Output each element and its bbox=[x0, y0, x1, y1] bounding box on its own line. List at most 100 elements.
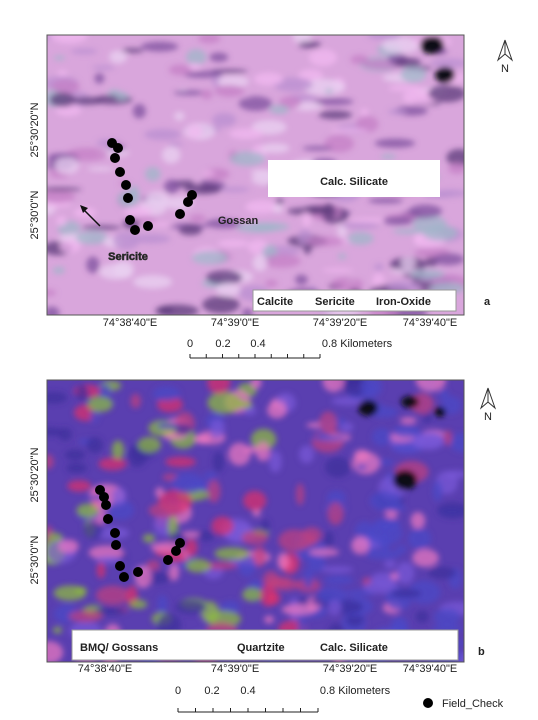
longitude-label: 74°39'20"E bbox=[313, 317, 367, 329]
texture-blob bbox=[168, 64, 192, 76]
panel-label: a bbox=[484, 296, 491, 308]
texture-blob bbox=[209, 69, 248, 74]
texture-blob bbox=[396, 561, 415, 584]
field-check-point bbox=[171, 546, 181, 556]
texture-blob bbox=[324, 88, 334, 94]
field-check-point bbox=[103, 514, 113, 524]
texture-blob bbox=[130, 233, 171, 244]
texture-blob bbox=[86, 437, 104, 454]
texture-blob bbox=[433, 608, 461, 626]
texture-blob bbox=[390, 588, 422, 598]
texture-blob bbox=[133, 217, 158, 223]
scale-label: 0 bbox=[175, 685, 181, 697]
texture-blob bbox=[112, 231, 140, 250]
texture-blob bbox=[202, 170, 215, 176]
texture-blob bbox=[296, 483, 305, 506]
texture-blob bbox=[47, 427, 62, 436]
texture-blob bbox=[407, 528, 432, 550]
texture-blob bbox=[237, 400, 253, 409]
texture-blob bbox=[132, 103, 146, 119]
texture-blob bbox=[399, 416, 417, 424]
texture-blob bbox=[410, 512, 426, 530]
texture-blob bbox=[321, 268, 354, 273]
north-label: N bbox=[501, 63, 509, 75]
map-frame bbox=[46, 34, 465, 316]
texture-blob bbox=[446, 148, 464, 167]
texture-blob bbox=[207, 391, 243, 414]
texture-blob bbox=[262, 254, 301, 268]
north-arrow bbox=[487, 387, 497, 410]
texture-blob bbox=[260, 519, 270, 533]
longitude-label: 74°39'0"E bbox=[211, 317, 259, 329]
texture-blob bbox=[205, 218, 242, 229]
texture-blob bbox=[68, 610, 103, 623]
texture-blob bbox=[181, 531, 202, 538]
texture-blob bbox=[83, 520, 104, 540]
legend-box bbox=[71, 629, 459, 661]
longitude-label: 74°39'0"E bbox=[211, 663, 259, 675]
texture-blob bbox=[87, 166, 114, 172]
dark-patch bbox=[434, 407, 446, 417]
texture-blob bbox=[47, 641, 64, 662]
texture-blob bbox=[374, 138, 416, 148]
texture-blob bbox=[55, 104, 82, 116]
texture-blob bbox=[302, 205, 333, 214]
texture-blob bbox=[228, 442, 251, 466]
texture-blob bbox=[211, 516, 234, 536]
texture-blob bbox=[152, 386, 181, 402]
texture-blob bbox=[272, 204, 284, 214]
texture-blob bbox=[98, 457, 127, 471]
texture-blob bbox=[328, 599, 342, 616]
texture-blob bbox=[360, 108, 369, 116]
texture-blob bbox=[356, 464, 368, 471]
texture-blob bbox=[350, 54, 369, 65]
legend-item: Calc. Silicate bbox=[320, 642, 388, 654]
texture-blob bbox=[273, 77, 313, 92]
texture-blob bbox=[148, 502, 181, 519]
scale-label: 0.8 Kilometers bbox=[322, 338, 393, 350]
texture-blob bbox=[317, 586, 347, 604]
texture-blob bbox=[217, 239, 249, 248]
legend-item: Calcite bbox=[257, 296, 293, 308]
texture-blob bbox=[47, 454, 54, 469]
texture-blob bbox=[253, 72, 284, 86]
texture-blob bbox=[327, 502, 344, 526]
texture-blob bbox=[275, 198, 284, 205]
texture-blob bbox=[392, 425, 421, 438]
texture-blob bbox=[264, 615, 275, 624]
texture-blob bbox=[209, 419, 225, 439]
texture-blob bbox=[163, 179, 180, 194]
panel-label: b bbox=[478, 646, 485, 658]
texture-blob bbox=[265, 279, 278, 288]
texture-blob bbox=[242, 587, 263, 602]
longitude-label: 74°39'40"E bbox=[403, 663, 457, 675]
texture-blob bbox=[299, 445, 314, 464]
texture-blob bbox=[193, 434, 211, 445]
texture-blob bbox=[220, 600, 240, 614]
texture-blob bbox=[189, 214, 207, 222]
texture-blob bbox=[66, 147, 109, 161]
field-check-point bbox=[125, 215, 135, 225]
texture-blob bbox=[47, 532, 63, 543]
texture-blob bbox=[137, 436, 162, 453]
texture-blob bbox=[214, 84, 245, 97]
latitude-label: 25°30'20"N bbox=[29, 102, 41, 157]
texture-blob bbox=[302, 209, 312, 228]
texture-blob bbox=[140, 41, 179, 52]
texture-blob bbox=[387, 85, 422, 92]
texture-blob bbox=[393, 57, 421, 68]
texture-blob bbox=[56, 70, 68, 76]
texture-blob bbox=[356, 115, 379, 133]
texture-blob bbox=[321, 566, 354, 573]
texture-blob bbox=[441, 396, 462, 415]
texture-blob bbox=[379, 530, 391, 553]
scale-label: 0.8 Kilometers bbox=[320, 685, 391, 697]
legend-item: Sericite bbox=[315, 296, 355, 308]
texture-blob bbox=[212, 451, 225, 473]
texture-blob bbox=[330, 128, 370, 133]
texture-blob bbox=[415, 610, 429, 623]
texture-blob bbox=[229, 128, 264, 140]
texture-blob bbox=[260, 143, 290, 154]
texture-blob bbox=[252, 254, 268, 272]
texture-blob bbox=[277, 552, 289, 570]
